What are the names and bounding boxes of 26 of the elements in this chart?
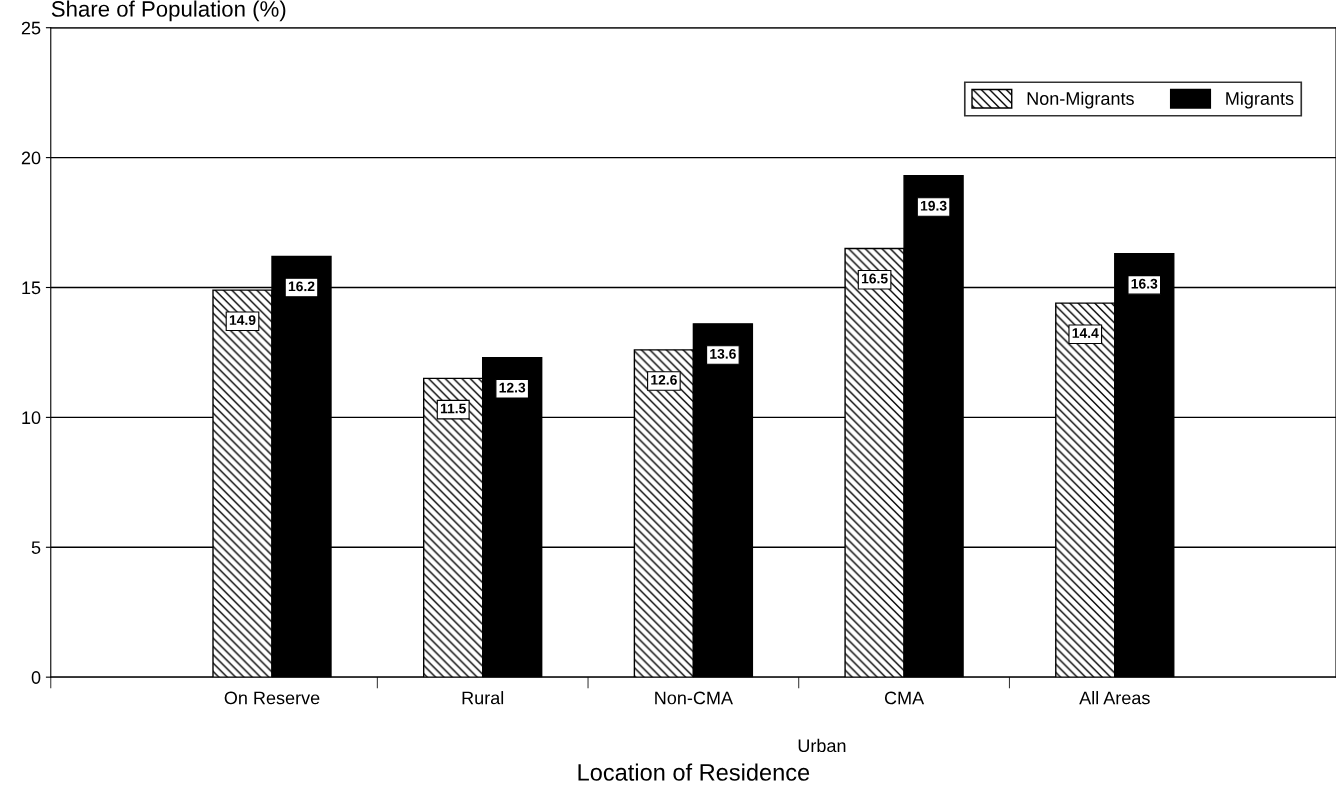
- y-tick-label: 0: [31, 671, 41, 684]
- x-axis-title: Location of Residence: [578, 763, 810, 781]
- x-tick-label: Rural: [462, 691, 504, 705]
- legend-label: Non-Migrants: [1027, 91, 1134, 109]
- data-label: 11.5: [440, 403, 466, 414]
- x-tick-label: All Areas: [1079, 691, 1150, 705]
- data-label: 14.4: [1072, 328, 1099, 338]
- y-tick-label: 10: [22, 411, 41, 425]
- data-label: 19.3: [920, 200, 947, 211]
- data-label: 14.9: [229, 315, 256, 325]
- text: Urban: [798, 738, 846, 753]
- y-tick-label: 5: [31, 541, 41, 554]
- data-label: 13.6: [710, 348, 736, 359]
- y-axis-title: Share of Population (%): [51, 0, 286, 22]
- data-label: 16.5: [861, 273, 888, 284]
- x-tick-label: On Reserve: [224, 691, 320, 705]
- data-label: 12.3: [499, 382, 526, 393]
- y-tick-label: 20: [21, 151, 41, 165]
- data-label: 16.3: [1131, 278, 1158, 289]
- legend-label: Migrants: [1226, 91, 1294, 109]
- data-label: 16.2: [288, 281, 315, 292]
- x-tick-label: Non-CMA: [655, 691, 733, 705]
- y-tick-label: 25: [21, 21, 41, 35]
- y-tick-label: 15: [22, 281, 41, 295]
- data-label: 12.6: [651, 374, 677, 385]
- x-tick-label: CMA: [884, 691, 925, 705]
